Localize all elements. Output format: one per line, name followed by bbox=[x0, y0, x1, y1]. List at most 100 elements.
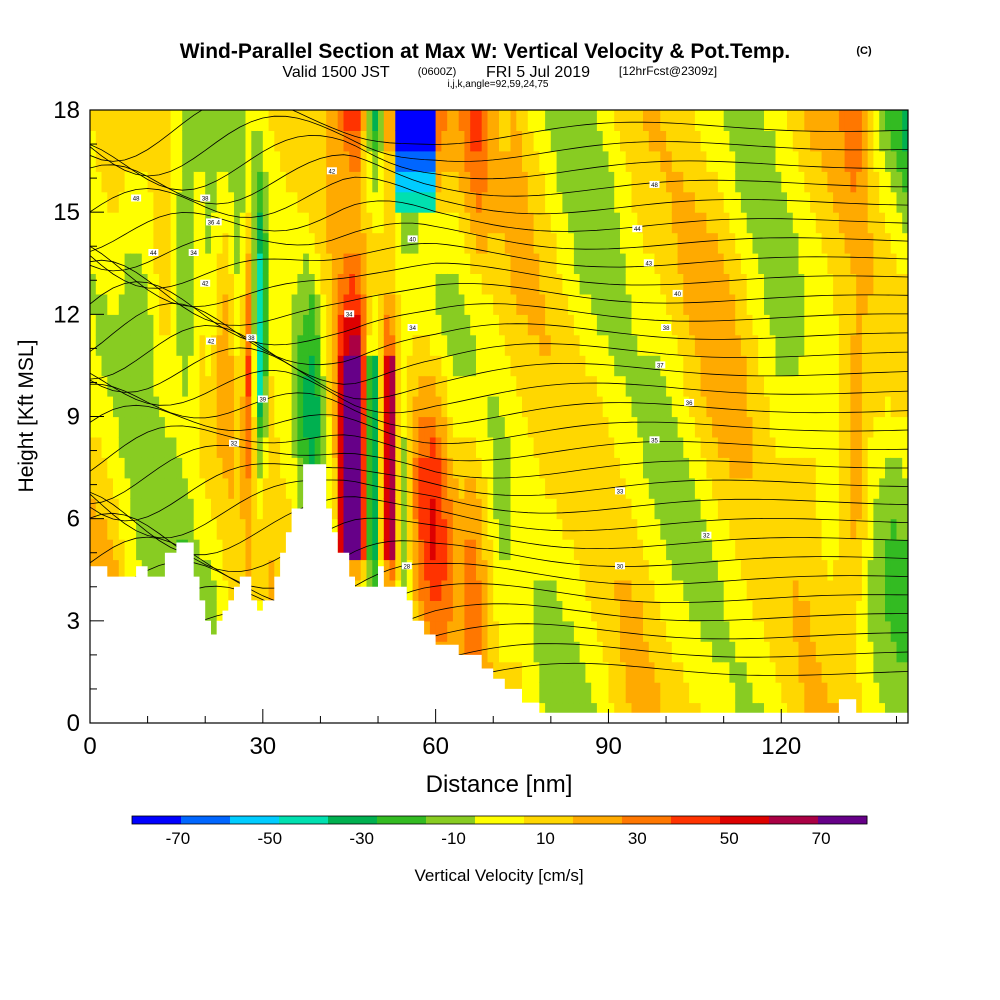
velocity-cell bbox=[706, 334, 713, 356]
velocity-cell bbox=[844, 191, 851, 213]
velocity-cell bbox=[234, 396, 241, 418]
velocity-cell bbox=[418, 355, 425, 377]
velocity-cell bbox=[199, 559, 206, 581]
velocity-cell bbox=[596, 518, 604, 540]
velocity-cell bbox=[579, 559, 586, 581]
colorbar-tick-label: -30 bbox=[349, 829, 374, 848]
potential-temperature-contours bbox=[90, 110, 908, 689]
velocity-cell bbox=[274, 436, 281, 458]
velocity-cell bbox=[164, 396, 172, 418]
velocity-cell bbox=[452, 539, 460, 561]
velocity-cell bbox=[176, 150, 183, 172]
colorbar-tick-label: 30 bbox=[628, 829, 647, 848]
velocity-cell bbox=[182, 293, 189, 315]
velocity-cell bbox=[758, 314, 765, 336]
x-axis: 0 30 60 90 120 bbox=[83, 709, 897, 760]
velocity-cell bbox=[372, 293, 379, 315]
velocity-cell bbox=[885, 232, 892, 254]
velocity-cell bbox=[746, 518, 754, 540]
velocity-cell bbox=[510, 212, 517, 234]
velocity-cell bbox=[550, 457, 558, 479]
velocity-cell bbox=[257, 436, 264, 458]
velocity-cell bbox=[620, 416, 627, 438]
velocity-cell bbox=[579, 580, 586, 601]
velocity-cell bbox=[343, 518, 350, 540]
velocity-cell bbox=[383, 334, 391, 356]
velocity-cell bbox=[694, 641, 702, 663]
velocity-cell bbox=[487, 436, 494, 458]
velocity-cell bbox=[118, 355, 126, 377]
velocity-cell bbox=[787, 150, 794, 172]
velocity-cell bbox=[147, 191, 154, 213]
velocity-cell bbox=[827, 518, 834, 540]
velocity-cell bbox=[118, 171, 126, 193]
velocity-cell bbox=[694, 682, 702, 704]
velocity-cell bbox=[596, 253, 604, 274]
velocity-cell bbox=[274, 212, 281, 234]
velocity-cell bbox=[608, 682, 615, 704]
velocity-cell bbox=[372, 539, 379, 561]
velocity-cell bbox=[706, 559, 713, 581]
velocity-cell bbox=[735, 682, 742, 704]
theta-label: 37 bbox=[655, 361, 666, 369]
velocity-cell bbox=[850, 253, 857, 274]
velocity-cell bbox=[879, 600, 886, 622]
svg-text:42: 42 bbox=[208, 340, 215, 346]
velocity-cell bbox=[464, 457, 471, 479]
velocity-cell bbox=[533, 539, 540, 561]
velocity-cell bbox=[735, 314, 742, 336]
velocity-cell bbox=[827, 150, 834, 172]
y-tick-label: 18 bbox=[53, 97, 80, 124]
velocity-cell bbox=[291, 375, 298, 397]
velocity-cell bbox=[654, 436, 661, 458]
velocity-cell bbox=[107, 110, 114, 131]
velocity-cell bbox=[614, 396, 621, 418]
velocity-cell bbox=[378, 477, 385, 499]
velocity-cell bbox=[602, 334, 610, 356]
velocity-cell bbox=[383, 375, 391, 397]
velocity-cell bbox=[625, 396, 633, 418]
velocity-cell bbox=[706, 314, 713, 336]
velocity-cell bbox=[885, 518, 892, 540]
velocity-cell bbox=[654, 477, 661, 499]
velocity-cell bbox=[758, 518, 765, 540]
velocity-cell bbox=[527, 559, 535, 581]
velocity-cell bbox=[516, 498, 523, 520]
velocity-cell bbox=[781, 396, 788, 418]
velocity-cell bbox=[648, 580, 656, 601]
velocity-cell bbox=[378, 150, 385, 172]
velocity-cell bbox=[643, 518, 650, 540]
velocity-cell bbox=[677, 171, 684, 193]
velocity-cell bbox=[176, 130, 183, 152]
velocity-cell bbox=[689, 559, 696, 581]
velocity-cell bbox=[637, 293, 644, 315]
velocity-cell bbox=[573, 580, 581, 601]
velocity-cell bbox=[746, 293, 754, 315]
velocity-cell bbox=[850, 457, 857, 479]
velocity-cell bbox=[262, 355, 270, 377]
velocity-cell bbox=[395, 396, 402, 418]
velocity-cell bbox=[539, 539, 546, 561]
velocity-cell bbox=[274, 477, 281, 499]
velocity-cell bbox=[683, 641, 690, 663]
grid-indices-label: i,j,k,angle=92,59,24,75 bbox=[448, 79, 549, 90]
velocity-cell bbox=[170, 191, 177, 213]
velocity-cell bbox=[130, 457, 137, 479]
velocity-cell bbox=[689, 355, 696, 377]
theta-label: 43 bbox=[643, 259, 654, 267]
velocity-cell bbox=[487, 375, 494, 397]
velocity-cell bbox=[314, 293, 322, 315]
velocity-cell bbox=[608, 396, 615, 418]
velocity-cell bbox=[222, 293, 229, 315]
velocity-cell bbox=[596, 416, 604, 438]
velocity-cell bbox=[885, 273, 892, 295]
velocity-cell bbox=[216, 436, 224, 458]
velocity-cell bbox=[285, 314, 293, 336]
velocity-cell bbox=[297, 293, 304, 315]
velocity-cell bbox=[654, 396, 661, 418]
velocity-cell bbox=[844, 150, 851, 172]
velocity-cell bbox=[159, 477, 166, 499]
velocity-cell bbox=[902, 110, 908, 131]
velocity-cell bbox=[654, 580, 661, 601]
velocity-cell bbox=[136, 232, 143, 254]
